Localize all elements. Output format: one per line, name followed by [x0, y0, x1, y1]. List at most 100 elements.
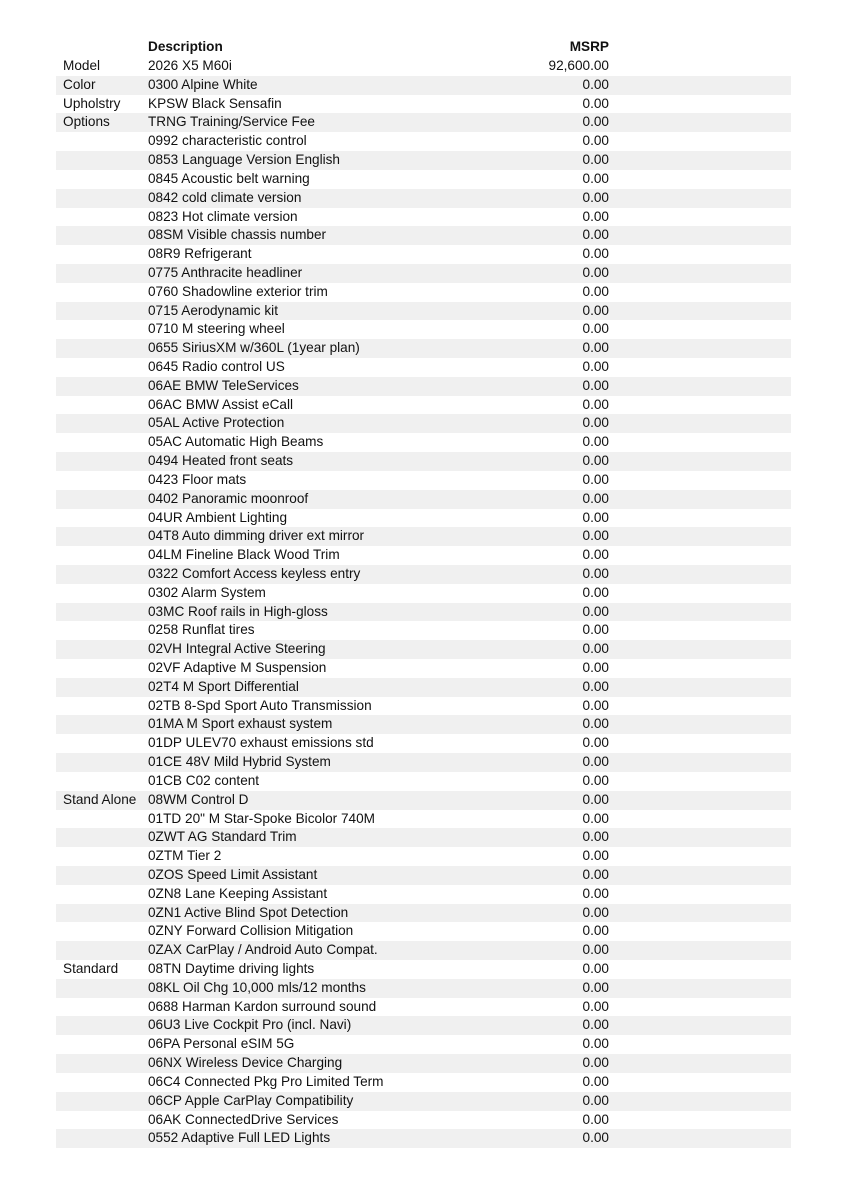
- row-msrp: 0.00: [582, 565, 609, 581]
- table-row: 08KL Oil Chg 10,000 mls/12 months 0.00: [56, 978, 791, 998]
- table-row: 03MC Roof rails in High-gloss 0.00: [56, 602, 791, 622]
- row-description: 0302 Alarm System: [148, 584, 266, 600]
- description-column-header: Description: [148, 39, 223, 54]
- row-description: 08WM Control D: [148, 791, 249, 807]
- table-row: 0823 Hot climate version 0.00: [56, 208, 791, 227]
- row-description: 0655 SiriusXM w/360L (1year plan): [148, 340, 360, 356]
- row-description: 04LM Fineline Black Wood Trim: [148, 547, 340, 563]
- row-description: 0853 Language Version English: [148, 152, 340, 168]
- row-msrp: 0.00: [582, 208, 609, 224]
- table-row: Stand Alone 08WM Control D 0.00: [56, 790, 791, 810]
- table-row: 0992 characteristic control 0.00: [56, 132, 791, 151]
- price-table: Model 2026 X5 M60i 92,600.00 Color 0300 Alpi…: [56, 57, 791, 1149]
- row-msrp: 0.00: [582, 396, 609, 412]
- row-msrp: 0.00: [582, 246, 609, 262]
- row-category: Standard: [63, 961, 119, 976]
- table-row: 01CB C02 content 0.00: [56, 772, 791, 791]
- row-msrp: 0.00: [582, 866, 609, 882]
- table-row: Model 2026 X5 M60i 92,600.00: [56, 57, 791, 76]
- row-description: 06NX Wireless Device Charging: [148, 1055, 343, 1071]
- row-description: 0494 Heated front seats: [148, 453, 294, 469]
- row-msrp: 92,600.00: [548, 58, 609, 73]
- row-description: 06PA Personal eSIM 5G: [148, 1036, 295, 1052]
- row-description: 0715 Aerodynamic kit: [148, 302, 278, 318]
- table-row: 0423 Floor mats 0.00: [56, 471, 791, 490]
- row-category: Color: [63, 76, 96, 92]
- row-description: 0645 Radio control US: [148, 359, 285, 374]
- row-description: 05AC Automatic High Beams: [148, 434, 324, 450]
- row-msrp: 0.00: [582, 1111, 609, 1127]
- row-description: 0688 Harman Kardon surround sound: [148, 998, 377, 1014]
- row-msrp: 0.00: [582, 302, 609, 318]
- row-msrp: 0.00: [582, 76, 609, 92]
- row-description: 0402 Panoramic moonroof: [148, 490, 309, 506]
- row-msrp: 0.00: [582, 678, 609, 694]
- row-msrp: 0.00: [582, 227, 609, 243]
- table-row: 0845 Acoustic belt warning 0.00: [56, 170, 791, 189]
- row-msrp: 0.00: [582, 264, 609, 280]
- row-msrp: 0.00: [582, 885, 609, 901]
- table-row: 01TD 20" M Star-Spoke Bicolor 740M 0.00: [56, 810, 791, 829]
- table-row: 0775 Anthracite headliner 0.00: [56, 263, 791, 283]
- table-row: 0853 Language Version English 0.00: [56, 151, 791, 170]
- row-description: 0775 Anthracite headliner: [148, 264, 303, 280]
- row-msrp: 0.00: [582, 923, 609, 939]
- row-msrp: 0.00: [582, 189, 609, 205]
- row-msrp: 0.00: [582, 321, 609, 337]
- row-msrp: 0.00: [582, 829, 609, 845]
- row-description: 02T4 M Sport Differential: [148, 678, 299, 694]
- table-row: 08SM Visible chassis number 0.00: [56, 226, 791, 246]
- table-row: 0710 M steering wheel 0.00: [56, 320, 791, 339]
- row-description: 01TD 20" M Star-Spoke Bicolor 740M: [148, 810, 375, 826]
- row-msrp: 0.00: [582, 1130, 609, 1146]
- row-msrp: 0.00: [582, 979, 609, 995]
- row-msrp: 0.00: [582, 791, 609, 807]
- row-description: 06AE BMW TeleServices: [148, 377, 299, 393]
- row-msrp: 0.00: [582, 453, 609, 469]
- row-msrp: 0.00: [582, 434, 609, 450]
- row-msrp: 0.00: [582, 490, 609, 506]
- table-row: 02T4 M Sport Differential 0.00: [56, 677, 791, 697]
- table-row: 05AL Active Protection 0.00: [56, 414, 791, 434]
- table-row: 0322 Comfort Access keyless entry 0.00: [56, 564, 791, 584]
- row-description: 0823 Hot climate version: [148, 208, 298, 224]
- row-msrp: 0.00: [582, 904, 609, 920]
- row-msrp: 0.00: [582, 95, 609, 111]
- row-description: 01CB C02 content: [148, 772, 260, 788]
- table-row: 05AC Automatic High Beams 0.00: [56, 433, 791, 452]
- table-row: 0688 Harman Kardon surround sound 0.00: [56, 998, 791, 1017]
- table-row: 06C4 Connected Pkg Pro Limited Term 0.00: [56, 1073, 791, 1092]
- row-msrp: 0.00: [582, 772, 609, 788]
- row-msrp: 0.00: [582, 1092, 609, 1108]
- row-description: 0845 Acoustic belt warning: [148, 170, 310, 186]
- table-row: 0302 Alarm System 0.00: [56, 584, 791, 603]
- row-msrp: 0.00: [582, 152, 609, 168]
- table-row: Standard 08TN Daytime driving lights 0.00: [56, 960, 791, 979]
- table-row: 06AK ConnectedDrive Services 0.00: [56, 1111, 791, 1130]
- row-description: 05AL Active Protection: [148, 415, 285, 431]
- row-category: Model: [63, 58, 101, 73]
- row-msrp: 0.00: [582, 961, 609, 976]
- row-description: 2026 X5 M60i: [148, 58, 232, 73]
- table-row: 06AC BMW Assist eCall 0.00: [56, 396, 791, 415]
- row-description: KPSW Black Sensafin: [148, 95, 282, 111]
- table-row: 0760 Shadowline exterior trim 0.00: [56, 283, 791, 302]
- msrp-column-header: MSRP: [569, 39, 609, 54]
- row-category: Options: [63, 114, 110, 130]
- table-row: 0842 cold climate version 0.00: [56, 188, 791, 208]
- table-row: 02TB 8-Spd Sport Auto Transmission 0.00: [56, 697, 791, 716]
- table-row: 0645 Radio control US 0.00: [56, 358, 791, 377]
- row-msrp: 0.00: [582, 133, 609, 149]
- row-description: 0ZWT AG Standard Trim: [148, 829, 297, 845]
- row-msrp: 0.00: [582, 603, 609, 619]
- row-description: 0ZOS Speed Limit Assistant: [148, 866, 318, 882]
- table-row: Options TRNG Training/Service Fee 0.00: [56, 113, 791, 133]
- row-description: 0992 characteristic control: [148, 133, 307, 149]
- row-description: 01DP ULEV70 exhaust emissions std: [148, 735, 374, 751]
- table-row: 02VH Integral Active Steering 0.00: [56, 640, 791, 659]
- row-msrp: 0.00: [582, 848, 609, 864]
- row-msrp: 0.00: [582, 114, 609, 130]
- table-row: 01CE 48V Mild Hybrid System 0.00: [56, 753, 791, 772]
- row-description: 06AC BMW Assist eCall: [148, 396, 294, 412]
- row-description: 08KL Oil Chg 10,000 mls/12 months: [148, 979, 366, 995]
